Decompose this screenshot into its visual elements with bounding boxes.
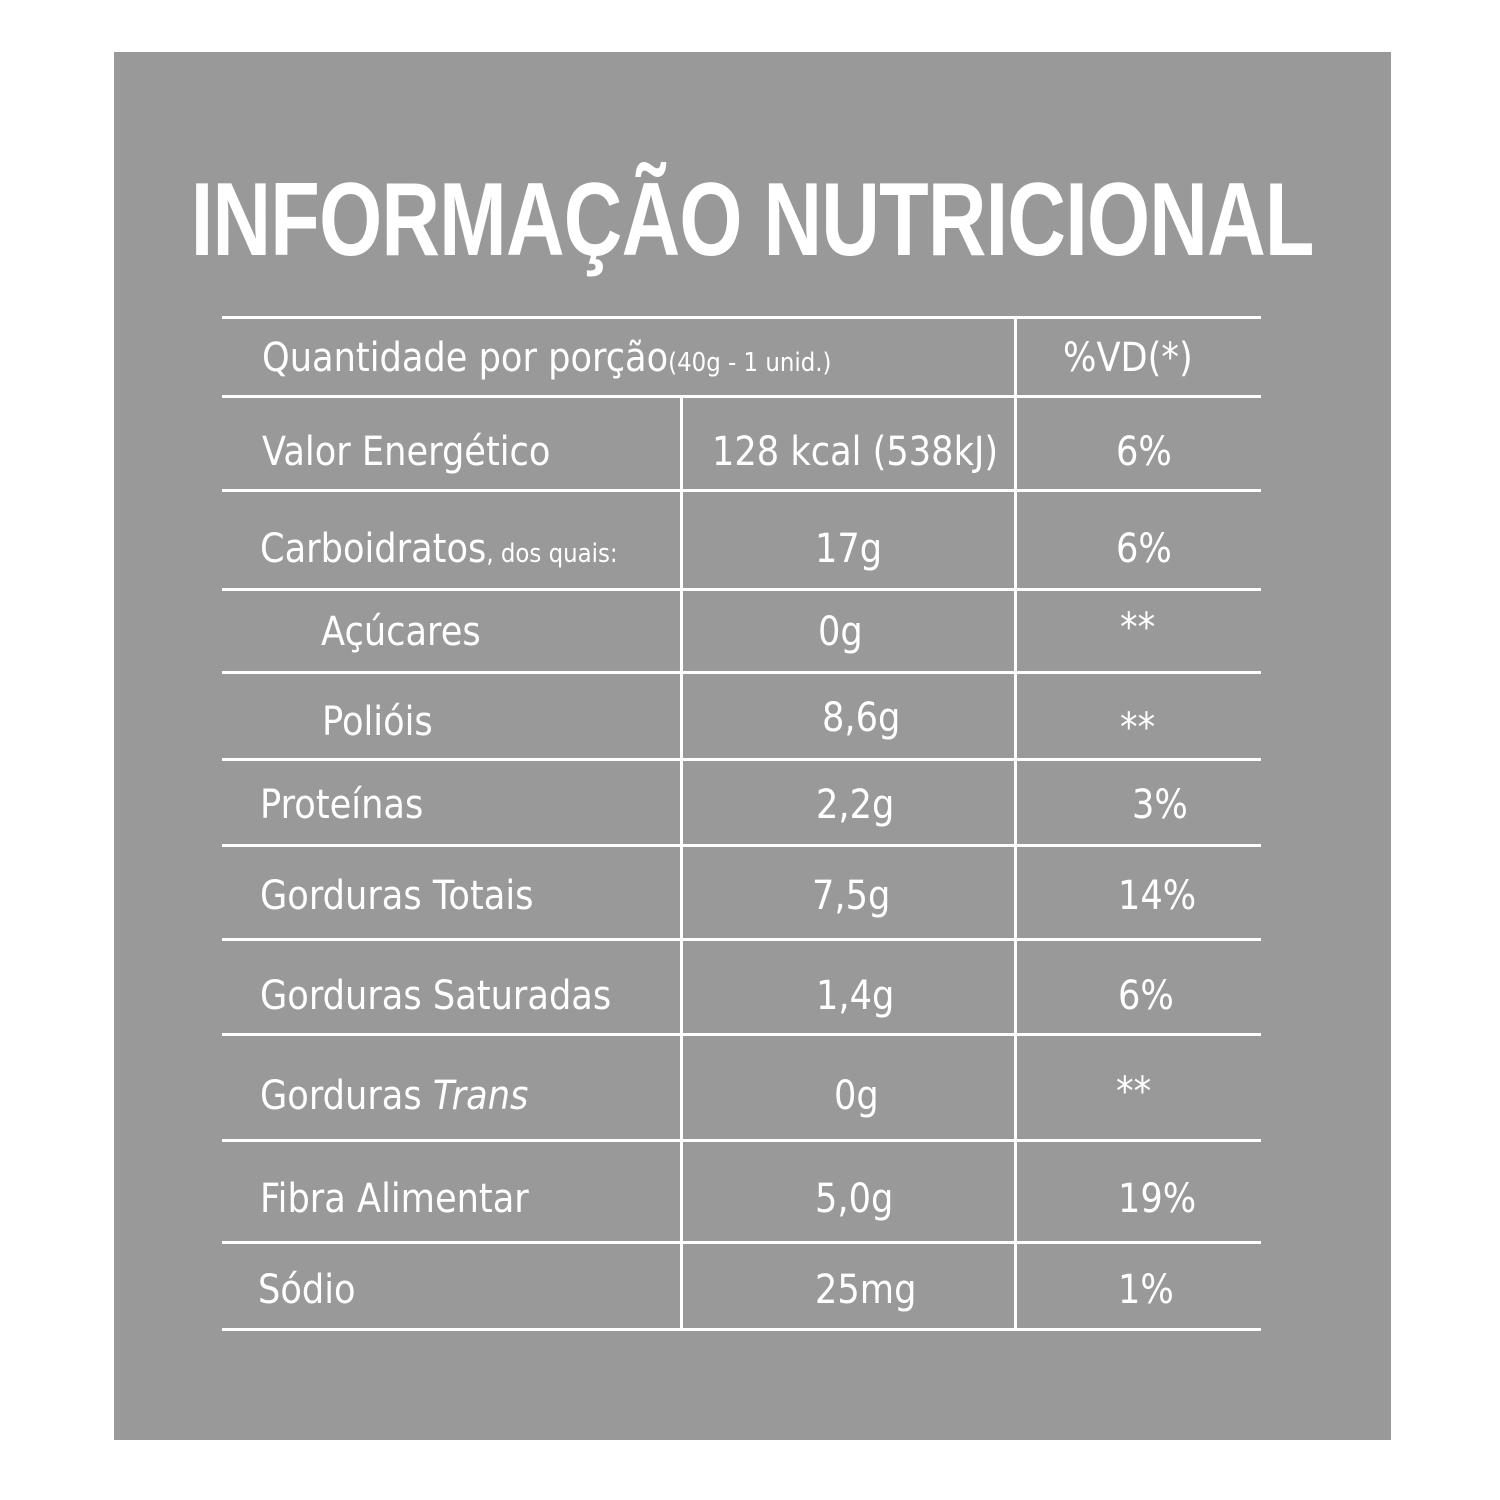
nutrient-name: Gorduras Trans [260, 1076, 528, 1116]
table-divider [222, 316, 1261, 319]
nutrient-name: Gorduras Saturadas [260, 973, 612, 1019]
nutrient-amount: 0g [834, 1073, 879, 1119]
nutrient-name: Açúcares [321, 609, 481, 655]
column-divider [1014, 316, 1017, 1331]
nutrient-amount: 17g [815, 526, 883, 572]
nutrient-vd: 3% [1132, 782, 1188, 828]
nutrient-name: Proteínas [260, 782, 424, 828]
table-divider [222, 489, 1261, 492]
nutrient-vd: 14% [1118, 873, 1197, 919]
nutrient-amount: 8,6g [822, 695, 901, 741]
nutrient-vd: 6% [1116, 526, 1172, 572]
nutrient-name-text: Carboidratos [260, 526, 487, 572]
nutrient-amount: 25mg [815, 1267, 917, 1313]
table-divider [222, 758, 1261, 761]
nutrient-amount: 1,4g [816, 973, 895, 1019]
page-title: INFORMAÇÃO NUTRICIONAL [190, 162, 1315, 278]
portion-label: Quantidade por porção [262, 335, 669, 381]
table-divider [222, 1328, 1261, 1331]
nutrient-name-text: Gorduras [260, 1073, 422, 1119]
nutrient-name: Sódio [258, 1267, 356, 1313]
table-divider [222, 938, 1261, 941]
nutrient-amount: 2,2g [816, 782, 895, 828]
table-divider [222, 588, 1261, 591]
table-divider [222, 1241, 1261, 1244]
nutrient-vd: ** [1116, 1069, 1152, 1115]
nutrient-name: Gorduras Totais [260, 873, 534, 919]
nutrient-suffix: , dos quais: [486, 539, 618, 569]
table-divider [222, 844, 1261, 847]
table-divider [222, 1139, 1261, 1142]
table-divider [222, 671, 1261, 674]
nutrient-name: Polióis [322, 699, 433, 745]
nutrient-amount: 7,5g [812, 873, 891, 919]
table-divider [222, 1033, 1261, 1036]
portion-size: (40g - 1 unid.) [668, 348, 832, 378]
nutrient-vd: 6% [1118, 973, 1174, 1019]
nutrient-vd: 6% [1116, 429, 1172, 475]
header-label: Quantidade por porção(40g - 1 unid.) [262, 338, 831, 378]
nutrient-amount: 5,0g [815, 1176, 894, 1222]
nutrient-name: Fibra Alimentar [260, 1176, 529, 1222]
nutrient-vd: ** [1120, 605, 1156, 651]
nutrient-vd: ** [1120, 705, 1156, 751]
nutrient-name: Carboidratos, dos quais: [260, 529, 618, 569]
nutrition-panel [114, 52, 1391, 1440]
nutrient-name: Valor Energético [262, 429, 551, 475]
nutrient-vd: 1% [1118, 1267, 1174, 1313]
nutrient-amount: 0g [818, 609, 863, 655]
table-divider [222, 395, 1261, 398]
nutrient-amount: 128 kcal (538kJ) [712, 429, 999, 475]
nutrient-name-italic: Trans [432, 1073, 529, 1119]
column-divider [680, 395, 683, 1331]
nutrient-vd: 19% [1118, 1176, 1197, 1222]
header-vd: %VD(*) [1063, 335, 1193, 381]
